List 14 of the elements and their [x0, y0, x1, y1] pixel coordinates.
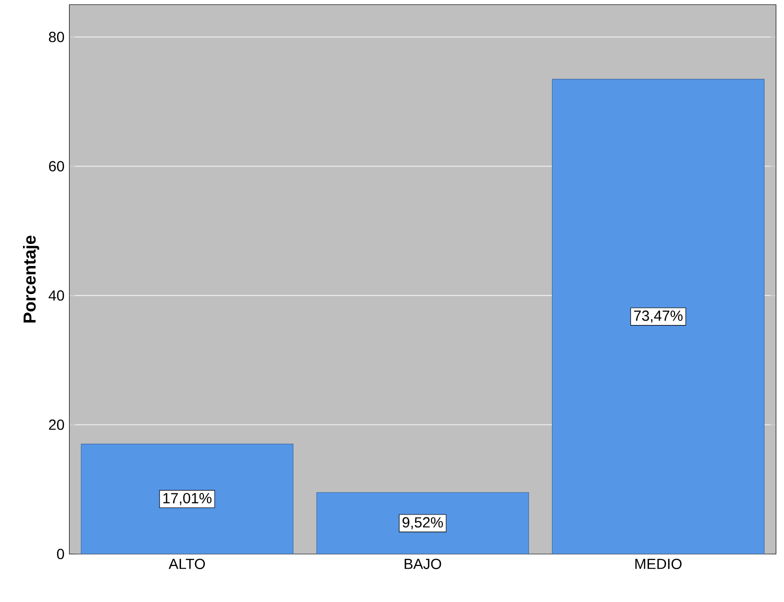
- bar: [80, 444, 294, 554]
- y-tick-label: 20: [49, 420, 64, 430]
- x-tick-label: BAJO: [404, 558, 442, 570]
- data-label: 17,01%: [163, 492, 212, 506]
- x-tick-label: ALTO: [168, 558, 205, 570]
- y-tick-label: 40: [48, 290, 64, 301]
- data-label: 73,47%: [634, 310, 683, 323]
- y-tick-label: 80: [48, 32, 64, 42]
- x-tick-label: MEDIO: [635, 558, 682, 570]
- y-tick-label: 60: [49, 161, 64, 172]
- bar: [316, 492, 529, 554]
- y-tick-label: 0: [57, 548, 64, 560]
- y-axis-title: Porcentaje: [22, 236, 40, 322]
- data-label: 9,52%: [402, 517, 443, 530]
